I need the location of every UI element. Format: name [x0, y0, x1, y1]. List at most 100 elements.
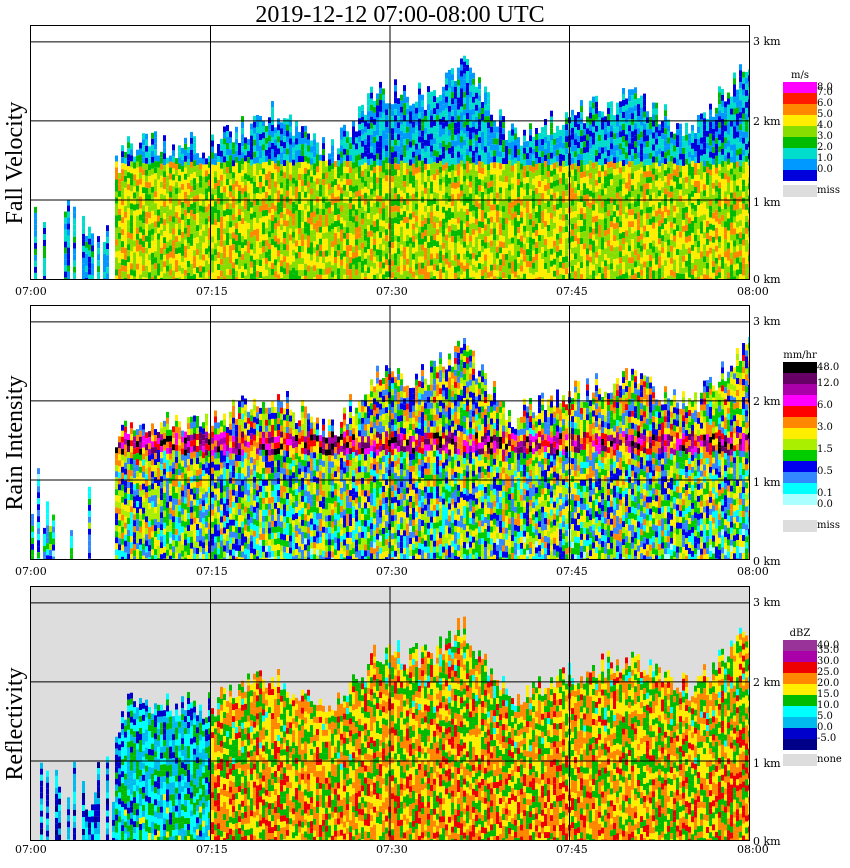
heatmap-cell	[481, 120, 484, 126]
heatmap-cell	[448, 237, 451, 244]
heatmap-cell	[370, 242, 373, 249]
heatmap-cell	[472, 108, 475, 115]
heatmap-cell	[181, 255, 184, 262]
heatmap-cell	[199, 187, 202, 194]
heatmap-cell	[145, 181, 148, 188]
heatmap-cell	[220, 258, 223, 265]
heatmap-cell	[346, 227, 349, 234]
heatmap-cell	[274, 175, 277, 182]
heatmap-cell	[442, 176, 445, 183]
heatmap-cell	[145, 241, 148, 248]
heatmap-cell	[367, 183, 370, 190]
heatmap-cell	[514, 235, 517, 242]
heatmap-cell	[364, 138, 367, 145]
heatmap-cell	[178, 253, 181, 260]
heatmap-cell	[427, 266, 430, 273]
heatmap-cell	[640, 209, 643, 216]
heatmap-cell	[433, 174, 436, 181]
heatmap-cell	[106, 267, 109, 274]
heatmap-cell	[526, 189, 529, 196]
heatmap-cell	[307, 193, 310, 200]
heatmap-cell	[289, 150, 292, 157]
heatmap-cell	[556, 215, 559, 222]
heatmap-cell	[115, 221, 118, 228]
heatmap-cell	[457, 151, 460, 158]
heatmap-cell	[205, 260, 208, 267]
heatmap-cell	[511, 219, 514, 226]
heatmap-cell	[541, 157, 544, 164]
heatmap-cell	[403, 271, 406, 278]
heatmap-cell	[487, 170, 490, 177]
heatmap-cell	[613, 133, 616, 140]
heatmap-cell	[373, 262, 376, 269]
heatmap-cell	[391, 254, 394, 261]
heatmap-cell	[190, 137, 193, 144]
heatmap-cell	[433, 192, 436, 199]
heatmap-cell	[160, 247, 163, 254]
heatmap-cell	[310, 254, 313, 261]
heatmap-cell	[187, 183, 190, 189]
heatmap-cell	[376, 177, 379, 184]
heatmap-cell	[172, 240, 175, 247]
heatmap-cell	[457, 109, 460, 116]
heatmap-cell	[616, 126, 619, 133]
heatmap-cell	[166, 253, 169, 260]
heatmap-cell	[637, 152, 640, 159]
heatmap-cell	[358, 166, 361, 173]
heatmap-cell	[592, 192, 595, 199]
heatmap-cell	[271, 161, 274, 167]
heatmap-cell	[607, 240, 610, 247]
heatmap-cell	[592, 120, 595, 127]
heatmap-cell	[262, 150, 265, 157]
heatmap-cell	[133, 186, 136, 193]
heatmap-cell	[637, 146, 640, 153]
heatmap-cell	[475, 236, 478, 243]
heatmap-cell	[514, 271, 517, 278]
heatmap-cell	[346, 155, 349, 162]
heatmap-cell	[301, 186, 304, 193]
heatmap-cell	[430, 157, 433, 164]
heatmap-cell	[154, 239, 157, 246]
heatmap-cell	[343, 166, 346, 173]
heatmap-cell	[295, 174, 298, 181]
heatmap-cell	[625, 272, 628, 279]
heatmap-cell	[553, 204, 556, 211]
heatmap-cell	[382, 94, 385, 101]
heatmap-cell	[310, 146, 313, 153]
heatmap-cell	[469, 103, 472, 110]
heatmap-cell	[106, 231, 109, 238]
heatmap-cell	[637, 266, 640, 273]
heatmap-cell	[193, 232, 196, 239]
heatmap-cell	[502, 266, 505, 273]
heatmap-cell	[514, 181, 517, 188]
heatmap-cell	[193, 184, 196, 191]
heatmap-cell	[538, 199, 541, 205]
heatmap-cell	[220, 180, 223, 187]
heatmap-cell	[580, 154, 583, 161]
heatmap-cell	[466, 203, 469, 209]
heatmap-cell	[346, 203, 349, 210]
heatmap-cell	[520, 247, 523, 254]
heatmap-cell	[550, 248, 553, 255]
heatmap-cell	[481, 180, 484, 186]
heatmap-cell	[415, 107, 418, 114]
heatmap-cell	[580, 238, 583, 245]
heatmap-cell	[349, 209, 352, 216]
heatmap-cell	[298, 150, 301, 156]
heatmap-cell	[340, 181, 343, 188]
heatmap-cell	[457, 277, 460, 279]
heatmap-cell	[505, 182, 508, 188]
heatmap-cell	[571, 163, 574, 170]
heatmap-cell	[82, 263, 85, 270]
heatmap-cell	[493, 162, 496, 169]
heatmap-cell	[439, 202, 442, 209]
heatmap-cell	[415, 209, 418, 216]
heatmap-cell	[337, 268, 340, 275]
heatmap-cell	[187, 147, 190, 153]
heatmap-cell	[640, 275, 643, 279]
heatmap-cell	[277, 190, 280, 197]
heatmap-cell	[619, 113, 622, 120]
heatmap-cell	[442, 260, 445, 267]
heatmap-cell	[451, 218, 454, 225]
heatmap-cell	[433, 276, 436, 279]
